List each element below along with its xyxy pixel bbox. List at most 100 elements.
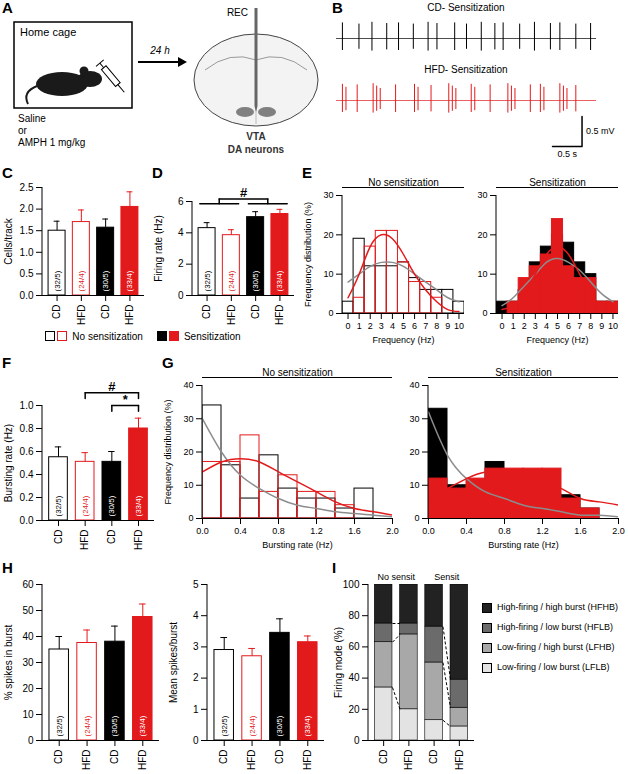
svg-text:HFD: HFD — [403, 750, 414, 771]
svg-text:HFD: HFD — [81, 750, 92, 771]
svg-text:20: 20 — [348, 704, 360, 715]
svg-text:6: 6 — [412, 321, 417, 331]
svg-text:0: 0 — [414, 513, 419, 523]
svg-text:Frequency distribution (%): Frequency distribution (%) — [163, 399, 173, 504]
svg-text:Frequency (Hz): Frequency (Hz) — [372, 335, 434, 345]
svg-text:CD: CD — [378, 750, 389, 764]
svg-text:6: 6 — [178, 196, 184, 207]
svg-text:(33/4): (33/4) — [125, 270, 134, 291]
svg-text:20: 20 — [183, 447, 193, 457]
svg-text:9: 9 — [445, 321, 450, 331]
svg-text:0.2: 0.2 — [20, 492, 34, 503]
svg-text:HFD: HFD — [133, 530, 144, 551]
svg-text:0.5 s: 0.5 s — [558, 149, 578, 159]
svg-text:CD: CD — [53, 750, 64, 764]
svg-text:30: 30 — [409, 414, 419, 424]
svg-text:5: 5 — [401, 321, 406, 331]
svg-text:1: 1 — [511, 321, 516, 331]
svg-text:No sensitization: No sensitization — [262, 367, 333, 378]
svg-text:CD: CD — [218, 750, 229, 764]
svg-text:40: 40 — [348, 672, 360, 683]
svg-text:10: 10 — [454, 321, 464, 331]
svg-text:Bursting rate (Hz): Bursting rate (Hz) — [3, 424, 14, 502]
svg-text:#: # — [240, 185, 248, 200]
svg-text:CD: CD — [250, 305, 261, 319]
svg-text:Saline: Saline — [18, 113, 46, 124]
svg-text:2.5: 2.5 — [20, 182, 34, 193]
svg-text:(32/5): (32/5) — [53, 270, 62, 291]
svg-text:20: 20 — [409, 447, 419, 457]
svg-text:(33/4): (33/4) — [134, 495, 143, 516]
svg-text:0: 0 — [328, 308, 333, 318]
svg-text:100: 100 — [343, 579, 360, 590]
svg-text:30: 30 — [477, 190, 487, 200]
svg-text:7: 7 — [577, 321, 582, 331]
svg-text:2.0: 2.0 — [20, 203, 34, 214]
svg-text:0: 0 — [193, 735, 199, 746]
svg-text:1.5: 1.5 — [20, 225, 34, 236]
svg-text:5: 5 — [193, 579, 199, 590]
svg-text:Frequency (Hz): Frequency (Hz) — [526, 335, 588, 345]
svg-text:(30/5): (30/5) — [251, 270, 260, 291]
svg-text:CD: CD — [51, 305, 62, 319]
svg-text:3: 3 — [533, 321, 538, 331]
svg-text:(30/5): (30/5) — [275, 715, 284, 736]
svg-text:Frequency distribution (%): Frequency distribution (%) — [303, 202, 313, 307]
svg-text:No sensit: No sensit — [377, 572, 415, 582]
svg-text:Bursting rate (Hz): Bursting rate (Hz) — [262, 540, 333, 550]
svg-text:1.0: 1.0 — [20, 400, 34, 411]
svg-text:2.0: 2.0 — [386, 526, 399, 536]
svg-text:REC: REC — [227, 7, 248, 18]
svg-text:(33/4): (33/4) — [138, 715, 147, 736]
svg-text:0: 0 — [188, 513, 193, 523]
svg-text:Sensitization: Sensitization — [495, 367, 552, 378]
svg-text:HFD: HFD — [454, 750, 465, 771]
svg-text:20: 20 — [477, 230, 487, 240]
svg-text:3: 3 — [379, 321, 384, 331]
svg-text:% spikes in burst: % spikes in burst — [3, 624, 14, 700]
svg-text:(24/4): (24/4) — [227, 270, 236, 291]
svg-text:10: 10 — [477, 269, 487, 279]
svg-text:2: 2 — [522, 321, 527, 331]
svg-text:0.0: 0.0 — [196, 526, 209, 536]
svg-text:CD: CD — [106, 530, 117, 544]
svg-text:3: 3 — [193, 641, 199, 652]
svg-text:0.0: 0.0 — [422, 526, 435, 536]
svg-text:2: 2 — [178, 258, 184, 269]
svg-text:8: 8 — [588, 321, 593, 331]
svg-text:(33/4): (33/4) — [275, 270, 284, 291]
svg-text:5: 5 — [555, 321, 560, 331]
svg-text:0.8: 0.8 — [272, 526, 285, 536]
svg-text:HFD: HFD — [137, 750, 148, 771]
svg-text:30: 30 — [183, 414, 193, 424]
svg-text:HFD: HFD — [302, 750, 313, 771]
svg-text:60: 60 — [348, 641, 360, 652]
svg-text:0.4: 0.4 — [234, 526, 247, 536]
svg-text:20: 20 — [22, 683, 34, 694]
svg-text:Cells/track: Cells/track — [3, 217, 14, 265]
svg-text:(30/5): (30/5) — [101, 270, 110, 291]
svg-text:HFD: HFD — [274, 305, 285, 326]
svg-text:Firing mode (%): Firing mode (%) — [333, 627, 344, 698]
svg-text:2.0: 2.0 — [612, 526, 625, 536]
svg-text:(24/4): (24/4) — [77, 270, 86, 291]
svg-text:10: 10 — [22, 709, 34, 720]
svg-text:1.2: 1.2 — [536, 526, 549, 536]
svg-text:(30/5): (30/5) — [107, 495, 116, 516]
svg-text:20: 20 — [323, 230, 333, 240]
svg-text:0.0: 0.0 — [20, 515, 34, 526]
svg-text:HFD: HFD — [226, 305, 237, 326]
svg-text:8: 8 — [434, 321, 439, 331]
svg-text:0.0: 0.0 — [20, 290, 34, 301]
svg-text:7: 7 — [423, 321, 428, 331]
svg-text:0.4: 0.4 — [460, 526, 473, 536]
svg-text:2: 2 — [193, 672, 199, 683]
svg-text:(32/5): (32/5) — [55, 715, 64, 736]
svg-text:(32/5): (32/5) — [220, 715, 229, 736]
svg-text:0.6: 0.6 — [20, 446, 34, 457]
svg-text:4: 4 — [390, 321, 395, 331]
svg-text:(24/4): (24/4) — [83, 715, 92, 736]
svg-text:40: 40 — [183, 380, 193, 390]
svg-text:40: 40 — [409, 380, 419, 390]
svg-text:1: 1 — [357, 321, 362, 331]
